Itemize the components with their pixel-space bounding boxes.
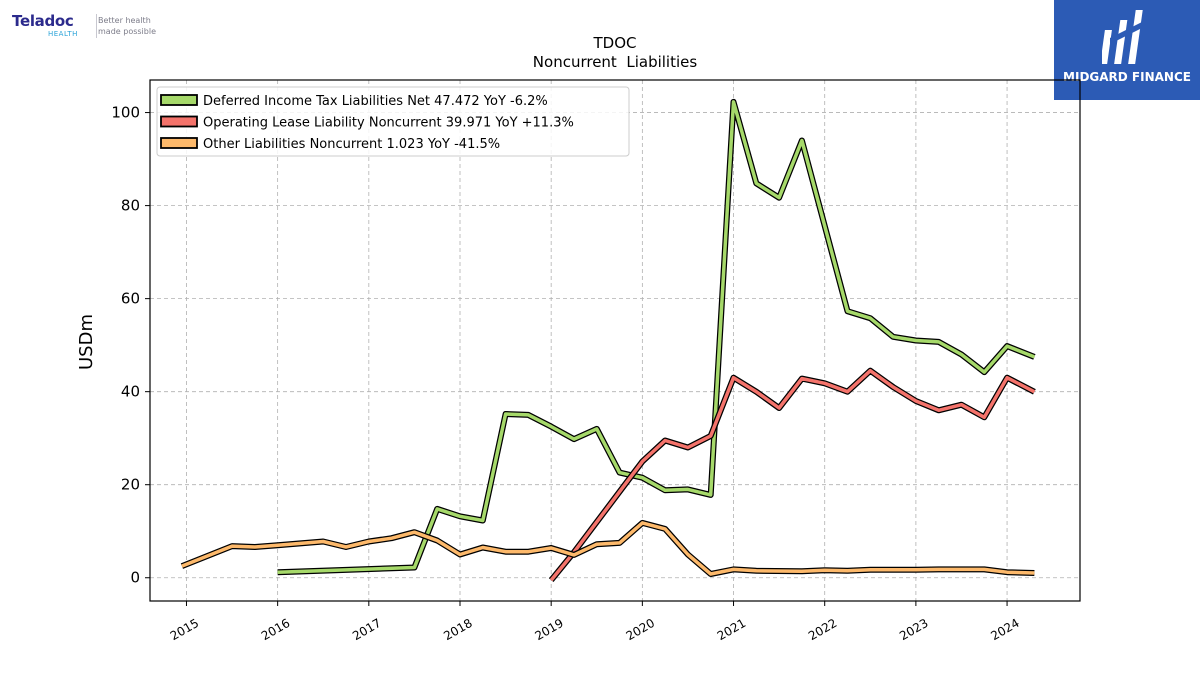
x-tick-label: 2022 bbox=[806, 616, 839, 643]
y-axis-label: USDm bbox=[76, 314, 97, 370]
chart-subtitle: Noncurrent Liabilities bbox=[533, 53, 698, 71]
teladoc-brand-text: Teladoc bbox=[12, 12, 74, 30]
series-layer bbox=[180, 98, 1036, 582]
series-2-outline bbox=[180, 519, 1035, 577]
teladoc-logo: Teladoc HEALTH Better health made possib… bbox=[10, 12, 180, 42]
series-2-line bbox=[181, 521, 1035, 576]
legend-label: Operating Lease Liability Noncurrent 39.… bbox=[203, 116, 574, 131]
legend-swatch bbox=[160, 115, 198, 128]
y-tick-label: 60 bbox=[121, 290, 140, 308]
legend-swatch bbox=[160, 137, 198, 149]
x-tick-label: 2018 bbox=[441, 616, 474, 643]
x-tick-label: 2015 bbox=[168, 616, 201, 643]
series-0-outline bbox=[277, 98, 1036, 576]
legend-label: Deferred Income Tax Liabilities Net 47.4… bbox=[203, 94, 548, 109]
plot-frame bbox=[149, 79, 1081, 602]
midgard-mark-icon bbox=[1102, 10, 1143, 64]
x-tick-label: 2019 bbox=[532, 616, 565, 643]
y-tick-label: 40 bbox=[121, 383, 140, 401]
series-0-line bbox=[277, 100, 1036, 574]
legend-box bbox=[156, 86, 630, 157]
x-tick-label: 2017 bbox=[350, 616, 383, 643]
y-tick-label: 0 bbox=[130, 569, 140, 587]
series-1-line bbox=[549, 368, 1036, 582]
teladoc-tagline: Better health made possible bbox=[98, 16, 156, 36]
logo-divider bbox=[96, 14, 97, 38]
chart-title: TDOC bbox=[593, 34, 637, 52]
y-tick-label: 80 bbox=[121, 197, 140, 215]
midgard-finance-logo: MIDGARD FINANCE bbox=[1054, 0, 1200, 100]
x-tick-label: 2023 bbox=[897, 616, 930, 643]
y-tick-label: 100 bbox=[111, 104, 140, 122]
legend: Deferred Income Tax Liabilities Net 47.4… bbox=[156, 86, 630, 157]
legend-label: Other Liabilities Noncurrent 1.023 YoY -… bbox=[203, 137, 500, 152]
x-tick-label: 2024 bbox=[988, 616, 1021, 643]
grid-layer bbox=[150, 80, 1080, 601]
x-tick-label: 2021 bbox=[715, 616, 748, 643]
teladoc-health-text: HEALTH bbox=[48, 30, 78, 38]
midgard-wordmark: MIDGARD FINANCE bbox=[1063, 70, 1191, 84]
legend-swatch bbox=[160, 94, 198, 106]
x-tick-label: 2020 bbox=[624, 616, 657, 643]
y-tick-label: 20 bbox=[121, 476, 140, 494]
x-tick-label: 2016 bbox=[259, 616, 292, 643]
